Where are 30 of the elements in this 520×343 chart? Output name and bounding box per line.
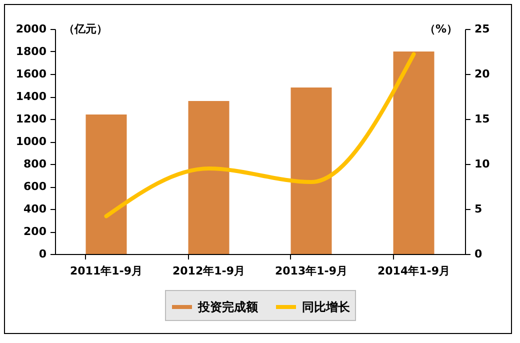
y-axis-title: （亿元） [64, 22, 108, 36]
y2-tick-label: 5 [474, 202, 482, 216]
bar [188, 101, 230, 254]
y2-tick-label: 25 [474, 22, 490, 36]
y-tick-label: 400 [24, 202, 47, 216]
bar [86, 114, 127, 254]
y-tick-label: 1600 [16, 68, 47, 80]
line-series [104, 52, 416, 218]
legend-label: 同比增长 [302, 300, 351, 314]
y-tick-label: 1000 [16, 135, 47, 148]
y2-tick-label: 0 [474, 248, 482, 260]
y2-tick-label: 15 [474, 112, 490, 126]
y-tick-label: 1400 [16, 90, 47, 103]
bar [393, 52, 434, 254]
x-tick-label: 2011年1-9月 [70, 264, 142, 278]
y-tick-label: 200 [24, 225, 47, 238]
y2-axis-title: （%） [424, 22, 458, 36]
x-tick-label: 2014年1-9月 [378, 264, 450, 278]
y-tick-label: 1800 [16, 45, 47, 58]
y-tick-label: 600 [24, 180, 47, 193]
y-tick-label: 2000 [16, 22, 47, 36]
x-tick-label: 2013年1-9月 [275, 264, 348, 278]
y-tick-label: 0 [38, 248, 47, 260]
y2-tick-label: 20 [474, 68, 490, 80]
y2-tick-label: 10 [474, 158, 490, 170]
x-tick-label: 2012年1-9月 [172, 264, 245, 278]
legend-label: 投资完成额 [197, 300, 259, 314]
y-tick-label: 1200 [16, 112, 47, 126]
y-tick-label: 800 [24, 158, 47, 170]
bar [290, 88, 332, 254]
